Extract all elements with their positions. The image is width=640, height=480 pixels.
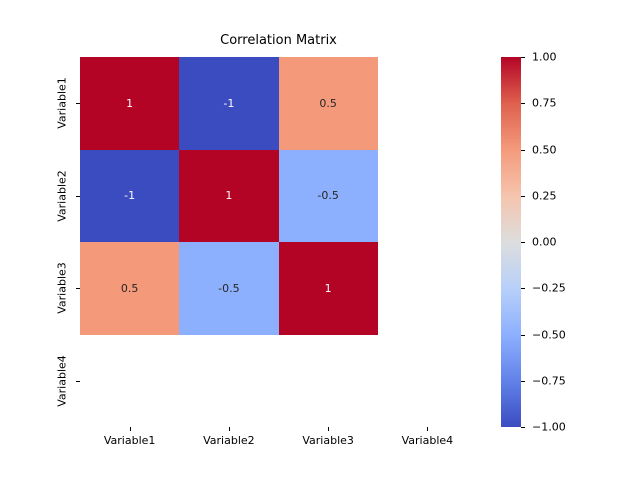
chart-title: Correlation Matrix xyxy=(220,33,337,48)
colorbar-tick-label: −0.75 xyxy=(532,374,566,388)
colorbar-tick-label: 1.00 xyxy=(532,50,557,64)
colorbar-tick-mark xyxy=(521,380,525,382)
x-tick-mark xyxy=(129,427,131,431)
x-tick-label: Variable1 xyxy=(103,434,156,447)
y-tick-mark xyxy=(76,380,80,382)
colorbar-tick-mark xyxy=(521,427,525,428)
colorbar-tick-mark xyxy=(521,334,525,336)
heatmap-cell: 1 xyxy=(179,149,279,242)
colorbar-tick-mark xyxy=(521,57,525,58)
y-tick-label: Variable3 xyxy=(55,262,69,315)
colorbar-tick-mark xyxy=(521,103,525,105)
y-tick-label: Variable1 xyxy=(55,77,69,130)
colorbar-tick-label: −0.50 xyxy=(532,328,566,341)
x-tick-label: Variable3 xyxy=(302,434,354,447)
heatmap-cell: -0.5 xyxy=(278,149,378,242)
colorbar-tick-label: 0.00 xyxy=(532,235,557,249)
y-tick-mark xyxy=(76,288,80,290)
colorbar-tick-label: −0.25 xyxy=(532,281,566,295)
y-tick-label: Variable4 xyxy=(55,354,69,407)
y-tick-mark xyxy=(76,103,80,105)
colorbar-tick-label: 0.50 xyxy=(532,143,557,156)
x-tick-mark xyxy=(328,427,330,431)
x-tick-mark xyxy=(228,427,230,431)
heatmap-cell: -1 xyxy=(179,57,279,150)
heatmap-cell: 1 xyxy=(278,242,378,335)
x-tick-label: Variable4 xyxy=(401,434,454,447)
heatmap-cell: 1 xyxy=(80,57,180,150)
x-tick-label: Variable2 xyxy=(203,434,255,447)
x-tick-mark xyxy=(427,427,429,431)
colorbar-tick-label: 0.25 xyxy=(532,189,557,203)
y-tick-mark xyxy=(76,195,80,197)
colorbar xyxy=(501,57,521,427)
colorbar-tick-mark xyxy=(521,242,525,243)
y-tick-label: Variable2 xyxy=(55,169,69,222)
colorbar-tick-label: 0.75 xyxy=(532,96,557,110)
heatmap-cell: 0.5 xyxy=(80,242,180,335)
colorbar-tick-mark xyxy=(521,149,525,151)
heatmap-cell: 0.5 xyxy=(278,57,378,150)
colorbar-tick-mark xyxy=(521,288,525,290)
heatmap-cell: -0.5 xyxy=(179,242,279,335)
colorbar-tick-mark xyxy=(521,195,525,197)
colorbar-tick-label: −1.00 xyxy=(532,420,566,434)
heatmap-cell: -1 xyxy=(80,149,180,242)
